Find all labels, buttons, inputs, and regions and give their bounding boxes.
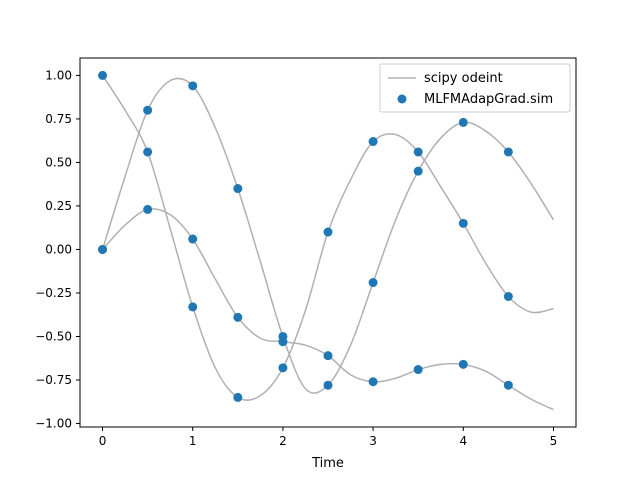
ticks-layer: 0 1 2 3 4 5 −1.00 −0.75 −0.50 −0.25 0.00 0.25 0.50 0.…	[35, 68, 557, 448]
x-axis-label: Time	[311, 456, 344, 471]
y-tick-label-5: 0.25	[45, 199, 72, 213]
sim-point-1-4	[233, 392, 243, 402]
legend: scipy odeint MLFMAdapGrad.sim	[379, 63, 571, 113]
legend-box	[379, 63, 571, 113]
y-tick-label-7: 0.75	[45, 112, 72, 126]
x-tick-label-4: 4	[459, 434, 467, 448]
x-tick-label-0: 0	[99, 434, 107, 448]
y-tick-label-8: 1.00	[45, 68, 72, 82]
x-tick-label-2: 2	[279, 434, 287, 448]
x-tick-label-3: 3	[369, 434, 377, 448]
y-tick-label-0: −1.00	[35, 417, 72, 431]
sim-point-1-6	[323, 227, 333, 237]
sim-point-3-2	[143, 204, 153, 214]
x-tick-label-1: 1	[189, 434, 197, 448]
sim-point-2-6	[323, 380, 333, 390]
sim-point-1-1	[98, 70, 108, 80]
sim-point-2-10	[503, 147, 513, 157]
x-tick-label-5: 5	[550, 434, 558, 448]
sim-point-1-8	[413, 147, 423, 157]
y-tick-label-3: −0.25	[35, 286, 72, 300]
legend-label-mlfm-adap-grad-sim: MLFMAdapGrad.sim	[424, 92, 553, 107]
y-tick-label-2: −0.50	[35, 329, 72, 343]
y-tick-label-6: 0.50	[45, 155, 72, 169]
sim-point-2-2	[143, 105, 153, 115]
y-tick-label-4: 0.00	[45, 242, 72, 256]
sim-point-2-4	[233, 184, 243, 194]
sim-point-2-3	[188, 81, 198, 91]
sim-point-3-6	[323, 351, 333, 361]
sim-point-1-5	[278, 363, 288, 373]
y-tick-label-1: −0.75	[35, 373, 72, 387]
sim-point-2-9	[458, 117, 468, 127]
sim-point-3-4	[233, 312, 243, 322]
sim-point-1-9	[458, 218, 468, 228]
sim-point-3-5	[278, 337, 288, 347]
sim-point-3-7	[368, 377, 378, 387]
sim-point-3-9	[458, 359, 468, 369]
sim-point-2-7	[368, 278, 378, 288]
plot-layer	[98, 70, 555, 411]
sim-point-3-3	[188, 234, 198, 244]
legend-marker-swatch	[397, 94, 407, 104]
sim-point-3-8	[413, 365, 423, 375]
sim-point-3-10	[503, 380, 513, 390]
sim-point-1-7	[368, 137, 378, 147]
odeint-curve-1	[101, 75, 554, 401]
axes-frame	[79, 57, 577, 428]
sim-point-1-3	[188, 302, 198, 312]
sim-point-1-10	[503, 291, 513, 301]
sim-point-3-1	[98, 244, 108, 254]
sim-point-1-2	[143, 147, 153, 157]
legend-label-scipy-odeint: scipy odeint	[424, 71, 503, 86]
sim-point-2-8	[413, 166, 423, 176]
